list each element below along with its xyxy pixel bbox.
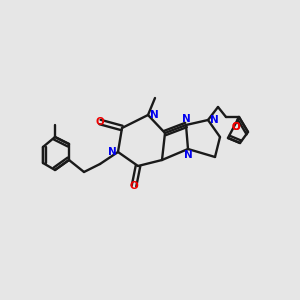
Text: N: N — [210, 115, 218, 125]
Text: O: O — [96, 117, 104, 127]
Text: N: N — [184, 150, 192, 160]
Text: O: O — [232, 122, 240, 132]
Text: N: N — [108, 147, 116, 157]
Text: O: O — [130, 181, 138, 191]
Text: O: O — [232, 122, 240, 132]
Text: N: N — [150, 110, 158, 120]
Text: N: N — [182, 114, 190, 124]
